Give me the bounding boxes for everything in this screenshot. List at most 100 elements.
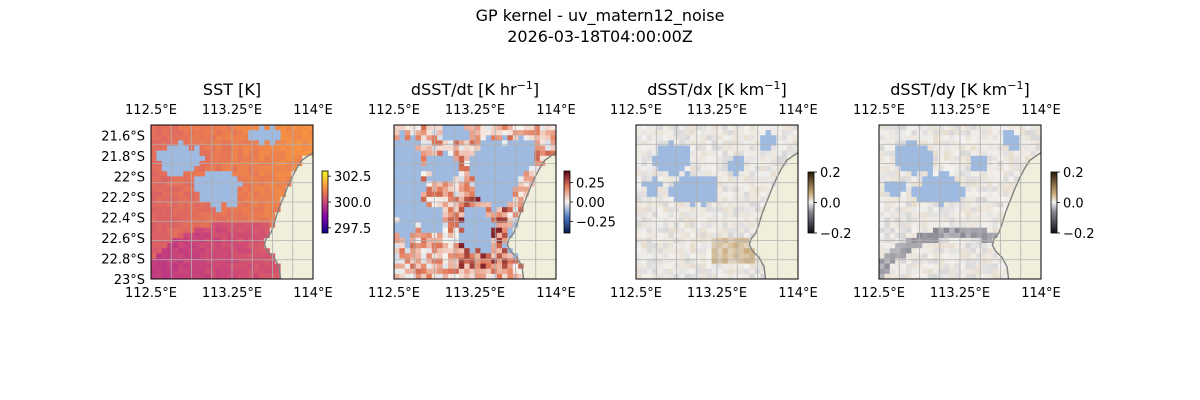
heatmap-cell [485, 130, 492, 136]
heatmap-cell [933, 258, 939, 264]
heatmap-cell [242, 273, 249, 279]
heatmap-cell [167, 145, 173, 152]
heatmap-cell [275, 135, 281, 141]
heatmap-cell [949, 176, 955, 182]
heatmap-cell [927, 186, 934, 193]
heatmap-cell [161, 202, 168, 208]
heatmap-cell [879, 135, 885, 141]
heatmap-cell [949, 135, 955, 141]
heatmap-cell [1019, 155, 1026, 162]
heatmap-cell [161, 207, 168, 213]
heatmap-cell [695, 227, 702, 234]
heatmap-cell [156, 268, 163, 275]
heatmap-cell [237, 253, 244, 259]
heatmap-cell [485, 232, 492, 239]
heatmap-cell [248, 150, 254, 157]
heatmap-cell [442, 273, 449, 279]
heatmap-cell [485, 212, 492, 218]
heatmap-cell [280, 273, 287, 279]
heatmap-cell [161, 125, 168, 131]
heatmap-cell [927, 243, 934, 249]
heatmap-cell [523, 135, 530, 141]
heatmap-cell [286, 130, 292, 136]
heatmap-cell [695, 150, 702, 157]
heatmap-cell [237, 130, 244, 136]
heatmap-cell [668, 263, 675, 270]
heatmap-cell [404, 130, 411, 136]
heatmap-cell [965, 176, 972, 182]
heatmap-cell [641, 248, 648, 254]
heatmap-cell [933, 125, 939, 131]
heatmap-cell [1030, 217, 1036, 223]
heatmap-cell [496, 207, 503, 213]
heatmap-cell [657, 263, 664, 270]
heatmap-cell [1019, 273, 1026, 279]
heatmap-cell [485, 145, 492, 152]
heatmap-cell [787, 145, 793, 152]
heatmap-cell [404, 125, 411, 131]
heatmap-cell [706, 150, 712, 157]
heatmap-cell [781, 248, 788, 254]
heatmap-cell [911, 268, 918, 275]
heatmap-cell [1024, 191, 1031, 198]
heatmap-cell [496, 166, 503, 172]
heatmap-cell [491, 186, 497, 193]
heatmap-cell [167, 232, 173, 239]
heatmap-cell [879, 273, 885, 279]
heatmap-cell [237, 181, 244, 187]
heatmap-cell [722, 222, 729, 229]
heatmap-cell [394, 171, 400, 177]
heatmap-cell [1030, 196, 1036, 203]
heatmap-cell [275, 166, 281, 172]
heatmap-cell [550, 135, 556, 141]
heatmap-cell [771, 253, 777, 259]
heatmap-cell [943, 155, 950, 162]
heatmap-cell [437, 135, 443, 141]
heatmap-cell [722, 176, 729, 182]
lon-tick-label-top: 112.5°E [853, 103, 905, 118]
heatmap-cell [938, 130, 945, 136]
heatmap-cell [884, 243, 891, 249]
heatmap-cell [727, 145, 734, 152]
heatmap-cell [641, 191, 648, 198]
heatmap-cell [960, 202, 966, 208]
heatmap-cell [399, 186, 406, 193]
heatmap-cell [221, 263, 227, 270]
heatmap-cell [415, 186, 422, 193]
heatmap-cell [711, 202, 718, 208]
heatmap-cell [415, 263, 422, 270]
heatmap-cell [410, 253, 416, 259]
heatmap-cell [172, 273, 179, 279]
heatmap-cell [507, 140, 514, 146]
heatmap-cell [668, 191, 675, 198]
heatmap-cell [684, 248, 691, 254]
heatmap-cell [221, 253, 227, 259]
heatmap-cell [684, 202, 691, 208]
heatmap-cell [987, 155, 993, 162]
heatmap-cell [421, 268, 427, 275]
heatmap-cell [507, 217, 514, 223]
heatmap-cell [404, 248, 411, 254]
heatmap-cell [507, 196, 514, 203]
heatmap-cell [485, 227, 492, 234]
heatmap-cell [307, 196, 313, 203]
heatmap-cell [502, 145, 508, 152]
heatmap-cell [636, 135, 642, 141]
heatmap-cell [453, 130, 460, 136]
heatmap-cell [911, 258, 918, 264]
heatmap-cell [646, 258, 653, 264]
heatmap-cell [636, 268, 642, 275]
heatmap-cell [167, 217, 173, 223]
heatmap-cell [529, 222, 535, 229]
heatmap-cell [151, 166, 157, 172]
heatmap-cell [464, 135, 470, 141]
heatmap-cell [205, 202, 211, 208]
heatmap-cell [960, 212, 966, 218]
heatmap-cell [954, 191, 961, 198]
heatmap-cell [161, 222, 168, 229]
heatmap-cell [992, 232, 999, 239]
heatmap-cell [771, 150, 777, 157]
heatmap-cell [156, 176, 163, 182]
heatmap-cell [448, 227, 454, 234]
heatmap-cell [286, 232, 292, 239]
